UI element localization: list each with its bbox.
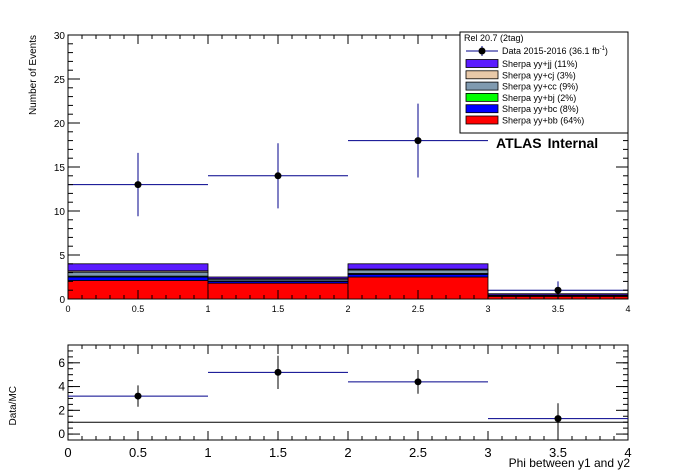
y-tick-label: 5: [59, 251, 65, 262]
x-tick-label: 2: [345, 304, 350, 314]
y-tick-label: 0: [59, 295, 65, 306]
stack-bar-3-bin-0: [67, 271, 209, 277]
legend-entry-data: Data 2015-2016 (36.1 fb-1): [466, 46, 608, 56]
ratio-panel: 0 0.5 1 1.5 2 2.5 3 3.5 4 0 2 4 6 Data/MC Phi betwe…: [8, 344, 632, 470]
atlas-label-bold: ATLAS: [496, 135, 542, 151]
legend-entry-label: Sherpa yy+bj (2%): [502, 93, 576, 103]
x-tick-label: 0: [65, 304, 70, 314]
x-axis-label: Phi between y1 and y2: [509, 456, 631, 470]
y-tick-label: 10: [54, 207, 66, 218]
legend-data-marker: [478, 47, 486, 55]
stack-bar-1-bin-0: [67, 276, 209, 281]
y-tick-label: 6: [58, 356, 65, 370]
legend-swatch: [465, 70, 499, 80]
legend-stack-entries: Sherpa yy+jj (11%)Sherpa yy+cj (3%) Sherp…: [465, 59, 584, 126]
legend-data-label-sup: -1: [600, 46, 606, 52]
stack-bar-3-bin-2: [347, 269, 489, 274]
stack-bar-5-bin-2: [347, 263, 489, 270]
x-tick-label: 4: [624, 445, 631, 460]
x-tick-label: 3.5: [552, 304, 565, 314]
ratio-point: [134, 392, 142, 400]
ratio-plot-frame: [67, 344, 629, 441]
data-point: [274, 172, 282, 180]
legend-data-label-suffix: ): [605, 46, 608, 56]
main-y-axis-label: Number of Events: [28, 35, 39, 115]
ratio-point: [554, 415, 562, 423]
ratio-point: [274, 368, 282, 376]
x-tick-label: 0: [64, 445, 71, 460]
x-tick-label: 1: [204, 445, 211, 460]
x-tick-label: 1.5: [272, 304, 285, 314]
ratio-points: [68, 355, 628, 435]
x-tick-label: 3: [485, 304, 490, 314]
legend-data-label: Data 2015-2016 (36.1 fb-1): [502, 46, 608, 56]
legend-swatch: [465, 93, 499, 102]
y-tick-label: 20: [54, 119, 66, 130]
legend-entry-label: Sherpa yy+cj (3%): [502, 70, 576, 80]
legend-swatch: [465, 81, 499, 91]
legend-entry-label: Sherpa yy+bc (8%): [502, 104, 579, 114]
y-tick-label: 0: [58, 427, 65, 441]
ratio-y-axis: 0 2 4 6: [58, 344, 628, 441]
ratio-point: [414, 378, 422, 386]
main-panel: 0 0.5 1 1.5 2 2.5 3 3.5 4 0 5 10 15 20 25 30 Number of…: [28, 31, 631, 314]
data-point: [134, 181, 142, 189]
legend-data-label-main: Data 2015-2016 (36.1 fb: [502, 46, 600, 56]
x-tick-label: 1: [205, 304, 210, 314]
x-tick-label: 4: [625, 304, 630, 314]
x-tick-label: 1.5: [269, 445, 287, 460]
x-tick-label: 3: [484, 445, 491, 460]
x-tick-label: 0.5: [132, 304, 145, 314]
atlas-label-text: Internal: [548, 135, 599, 151]
y-tick-label: 25: [54, 75, 66, 86]
stack-bar-5-bin-1: [207, 276, 349, 280]
stack-bar-5-bin-0: [67, 263, 209, 272]
y-tick-label: 15: [54, 163, 66, 174]
legend-entry-label: Sherpa yy+bb (64%): [502, 116, 584, 126]
y-tick-label: 2: [58, 403, 65, 417]
y-tick-label: 4: [58, 380, 65, 394]
y-tick-label: 30: [54, 31, 66, 42]
data-point: [414, 137, 422, 145]
ratio-x-axis: 0 0.5 1 1.5 2 2.5 3 3.5 4: [64, 345, 632, 460]
legend-swatch: [465, 59, 499, 68]
x-tick-label: 2.5: [412, 304, 425, 314]
x-tick-label: 2.5: [409, 445, 427, 460]
x-tick-label: 3.5: [549, 445, 567, 460]
x-tick-label: 0.5: [129, 445, 147, 460]
atlas-label: ATLAS Internal: [496, 135, 598, 151]
legend-header: Rel 20.7 (2tag): [464, 33, 524, 43]
legend-swatch: [465, 115, 499, 125]
ratio-y-axis-label: Data/MC: [8, 386, 19, 425]
legend-entry-label: Sherpa yy+jj (11%): [502, 59, 578, 69]
legend-entry-label: Sherpa yy+cc (9%): [502, 82, 578, 92]
legend-swatch: [465, 104, 499, 114]
legend: Rel 20.7 (2tag) Data 2015-2016 (36.1 fb-…: [459, 31, 629, 134]
x-tick-label: 2: [344, 445, 351, 460]
